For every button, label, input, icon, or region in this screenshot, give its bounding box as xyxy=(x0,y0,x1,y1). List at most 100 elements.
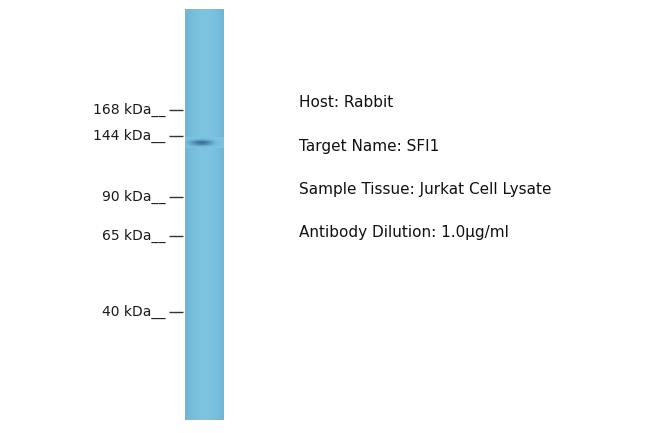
Bar xyxy=(186,147,187,148)
Bar xyxy=(192,141,193,142)
Bar xyxy=(196,140,197,141)
Bar xyxy=(187,139,188,140)
Bar xyxy=(198,146,199,147)
Bar xyxy=(213,141,215,142)
Bar xyxy=(190,145,191,146)
Bar xyxy=(188,146,189,147)
Bar xyxy=(202,143,203,144)
Bar xyxy=(205,138,207,139)
Bar xyxy=(215,145,216,146)
Bar xyxy=(218,143,219,144)
Bar xyxy=(190,138,191,139)
Bar xyxy=(191,141,192,142)
Bar xyxy=(200,145,201,146)
Bar xyxy=(193,144,194,145)
Bar xyxy=(211,146,213,147)
Bar xyxy=(202,138,203,139)
Bar xyxy=(195,142,196,143)
Bar xyxy=(185,145,186,146)
Bar xyxy=(191,144,192,145)
Bar xyxy=(218,138,219,139)
Bar xyxy=(195,145,196,146)
Bar xyxy=(219,146,220,147)
Bar xyxy=(216,143,217,144)
Bar xyxy=(197,139,198,140)
Bar xyxy=(217,142,218,143)
Bar xyxy=(209,146,211,147)
Bar xyxy=(221,141,222,142)
Bar xyxy=(204,147,205,148)
Bar xyxy=(191,147,192,148)
Bar xyxy=(217,147,218,148)
Bar xyxy=(205,141,207,142)
Text: Host: Rabbit: Host: Rabbit xyxy=(299,95,393,110)
Bar xyxy=(200,146,201,147)
Bar xyxy=(213,145,215,146)
Bar xyxy=(191,140,192,141)
Bar xyxy=(197,146,198,147)
Bar xyxy=(205,143,207,144)
Bar xyxy=(187,141,188,142)
Bar xyxy=(201,146,202,147)
Bar xyxy=(213,147,215,148)
Bar xyxy=(191,145,192,146)
Text: 65 kDa__: 65 kDa__ xyxy=(102,229,166,243)
Bar xyxy=(211,142,213,143)
Bar xyxy=(218,145,219,146)
Bar xyxy=(185,146,186,147)
Bar xyxy=(220,147,221,148)
Bar xyxy=(217,145,218,146)
Bar xyxy=(222,142,224,143)
Bar xyxy=(205,146,207,147)
Bar xyxy=(195,140,196,141)
Bar xyxy=(185,140,186,141)
Bar xyxy=(196,138,197,139)
Bar xyxy=(217,143,218,144)
Bar xyxy=(201,145,202,146)
Bar xyxy=(193,147,194,148)
Bar xyxy=(213,142,215,143)
Bar xyxy=(218,142,219,143)
Bar xyxy=(214,139,215,140)
Bar xyxy=(221,140,222,141)
Text: 40 kDa__: 40 kDa__ xyxy=(102,305,166,319)
Bar xyxy=(221,145,222,146)
Bar xyxy=(203,144,204,145)
Bar xyxy=(198,143,199,144)
Bar xyxy=(201,147,202,148)
Bar xyxy=(218,146,219,147)
Bar xyxy=(209,142,211,143)
Text: 90 kDa__: 90 kDa__ xyxy=(102,190,166,204)
Bar xyxy=(204,146,205,147)
Bar xyxy=(185,141,186,142)
Bar xyxy=(219,143,220,144)
Bar xyxy=(222,146,224,147)
Bar xyxy=(201,141,202,142)
Bar xyxy=(190,143,191,144)
Bar xyxy=(211,139,213,140)
Bar xyxy=(194,140,195,141)
Bar xyxy=(189,139,190,140)
Bar xyxy=(197,141,198,142)
Bar xyxy=(207,142,209,143)
Text: Antibody Dilution: 1.0µg/ml: Antibody Dilution: 1.0µg/ml xyxy=(299,225,509,240)
Bar xyxy=(195,143,196,144)
Bar xyxy=(199,140,200,141)
Bar xyxy=(198,140,199,141)
Bar xyxy=(192,146,193,147)
Bar xyxy=(196,147,197,148)
Bar xyxy=(185,144,186,145)
Bar xyxy=(216,140,217,141)
Bar xyxy=(220,141,221,142)
Bar xyxy=(219,145,220,146)
Bar xyxy=(220,140,221,141)
Bar xyxy=(202,140,203,141)
Bar xyxy=(202,141,203,142)
Bar xyxy=(201,142,202,143)
Bar xyxy=(190,142,191,143)
Bar xyxy=(218,144,219,145)
Bar xyxy=(191,143,192,144)
Bar xyxy=(187,144,188,145)
Bar xyxy=(195,138,196,139)
Bar xyxy=(217,141,218,142)
